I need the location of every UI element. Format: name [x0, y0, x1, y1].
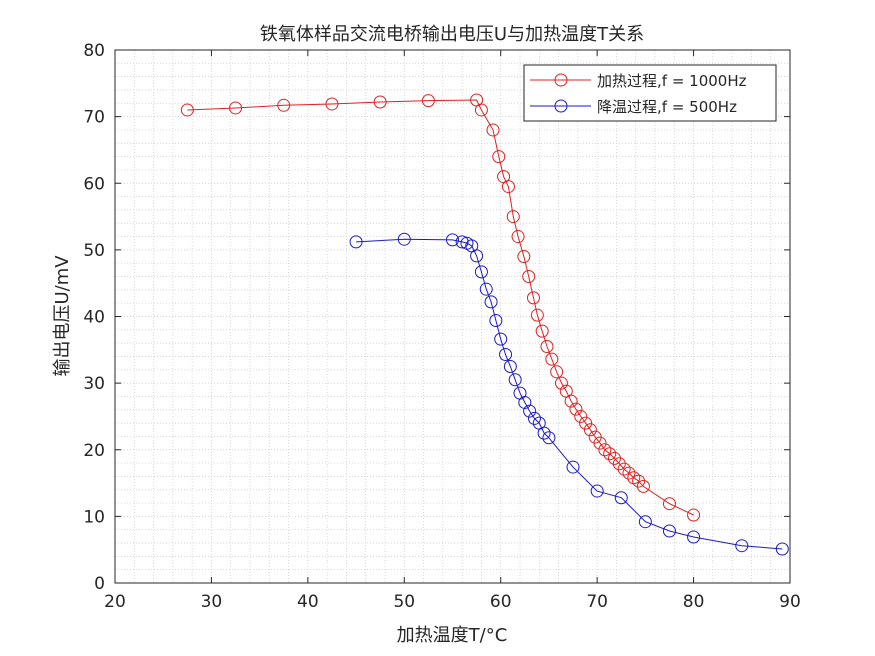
data-point-cooling — [566, 460, 580, 474]
series-layer — [180, 93, 789, 556]
data-point-heating — [569, 402, 583, 416]
data-point-cooling — [523, 404, 537, 418]
data-point-cooling — [518, 395, 532, 409]
data-point-cooling — [474, 265, 488, 279]
legend-label-cooling: 降温过程,f = 500Hz — [597, 98, 737, 116]
data-point-heating — [622, 466, 636, 480]
data-point-heating — [492, 150, 506, 164]
data-point-heating — [277, 98, 291, 112]
x-tick-label: 50 — [393, 592, 415, 612]
data-point-heating — [511, 230, 525, 244]
data-point-cooling — [470, 249, 484, 263]
x-tick-label: 40 — [297, 592, 319, 612]
data-point-heating — [627, 471, 641, 485]
data-point-heating — [593, 436, 607, 450]
data-point-cooling — [527, 411, 541, 425]
data-point-cooling — [614, 491, 628, 505]
data-point-cooling — [735, 539, 749, 553]
data-point-heating — [579, 416, 593, 430]
plot-area-background — [115, 50, 790, 583]
data-point-heating — [603, 447, 617, 461]
legend-box — [523, 64, 777, 122]
data-point-cooling — [499, 347, 513, 361]
data-point-heating — [180, 103, 194, 117]
y-tick-label: 10 — [83, 507, 105, 527]
data-point-cooling — [638, 515, 652, 529]
y-tick-label: 80 — [83, 41, 105, 61]
x-tick-label: 70 — [586, 592, 608, 612]
data-point-cooling — [446, 233, 459, 247]
data-point-heating — [421, 94, 435, 108]
x-tick-label: 30 — [201, 592, 223, 612]
data-point-cooling — [542, 431, 556, 445]
legend-marker-heating — [554, 73, 568, 87]
y-tick-label: 60 — [83, 174, 105, 194]
data-point-heating — [636, 479, 650, 493]
x-axis-title: 加热温度T/°C — [397, 625, 508, 646]
data-point-cooling — [484, 295, 498, 309]
data-point-heating — [554, 376, 568, 390]
data-point-heating — [474, 103, 488, 117]
data-point-heating — [583, 423, 597, 437]
legend-label-heating: 加热过程,f = 1000Hz — [597, 72, 747, 90]
data-point-heating — [617, 462, 631, 476]
y-tick-label: 40 — [83, 308, 105, 328]
y-axis-title: 输出电压U/mV — [52, 255, 73, 377]
y-tick-label: 70 — [83, 108, 105, 128]
data-point-cooling — [494, 332, 508, 346]
data-point-cooling — [503, 359, 517, 373]
data-point-heating — [545, 352, 559, 366]
y-tick-label: 20 — [83, 441, 105, 461]
data-point-cooling — [455, 235, 469, 249]
y-tick-label: 0 — [94, 574, 105, 594]
data-point-cooling — [489, 313, 503, 327]
data-point-heating — [687, 508, 701, 522]
data-point-heating — [501, 180, 515, 194]
chart-title: 铁氧体样品交流电桥输出电压U与加热温度T关系 — [260, 24, 644, 45]
data-point-heating — [486, 123, 500, 137]
data-point-cooling — [397, 232, 411, 246]
data-point-cooling — [508, 373, 522, 387]
data-point-heating — [574, 409, 588, 423]
data-point-heating — [530, 308, 544, 322]
data-point-heating — [550, 365, 564, 379]
data-point-heating — [527, 291, 540, 305]
data-point-cooling — [349, 235, 363, 249]
data-point-heating — [373, 95, 387, 109]
tick-layer: 20 30 40 50 60 70 80 90 0 10 20 30 40 50 60 70 80 — [83, 41, 800, 612]
grid-layer — [115, 50, 790, 583]
data-point-heating — [517, 250, 531, 264]
y-tick-label: 30 — [83, 374, 105, 394]
data-point-heating — [608, 451, 621, 465]
data-point-heating — [535, 324, 549, 338]
data-point-cooling — [590, 484, 604, 498]
data-point-heating — [522, 270, 536, 284]
data-point-heating — [540, 339, 554, 353]
x-tick-label: 60 — [490, 592, 512, 612]
legend: 加热过程,f = 1000Hz 降温过程,f = 500Hz — [523, 64, 777, 122]
x-tick-label: 90 — [779, 592, 801, 612]
x-tick-label: 80 — [683, 592, 705, 612]
data-point-heating — [229, 101, 243, 115]
x-tick-label: 20 — [104, 592, 126, 612]
data-point-heating — [662, 497, 676, 511]
y-tick-label: 50 — [83, 241, 105, 261]
data-point-heating — [506, 210, 520, 224]
data-point-cooling — [687, 530, 701, 544]
data-point-heating — [632, 474, 646, 488]
data-point-cooling — [662, 524, 676, 538]
data-point-heating — [598, 443, 612, 457]
data-point-heating — [564, 394, 578, 408]
data-point-cooling — [479, 282, 493, 296]
data-point-cooling — [775, 542, 789, 556]
data-point-cooling — [537, 426, 551, 440]
data-point-heating — [325, 97, 339, 111]
data-point-heating — [612, 457, 626, 471]
legend-marker-cooling — [554, 99, 568, 113]
